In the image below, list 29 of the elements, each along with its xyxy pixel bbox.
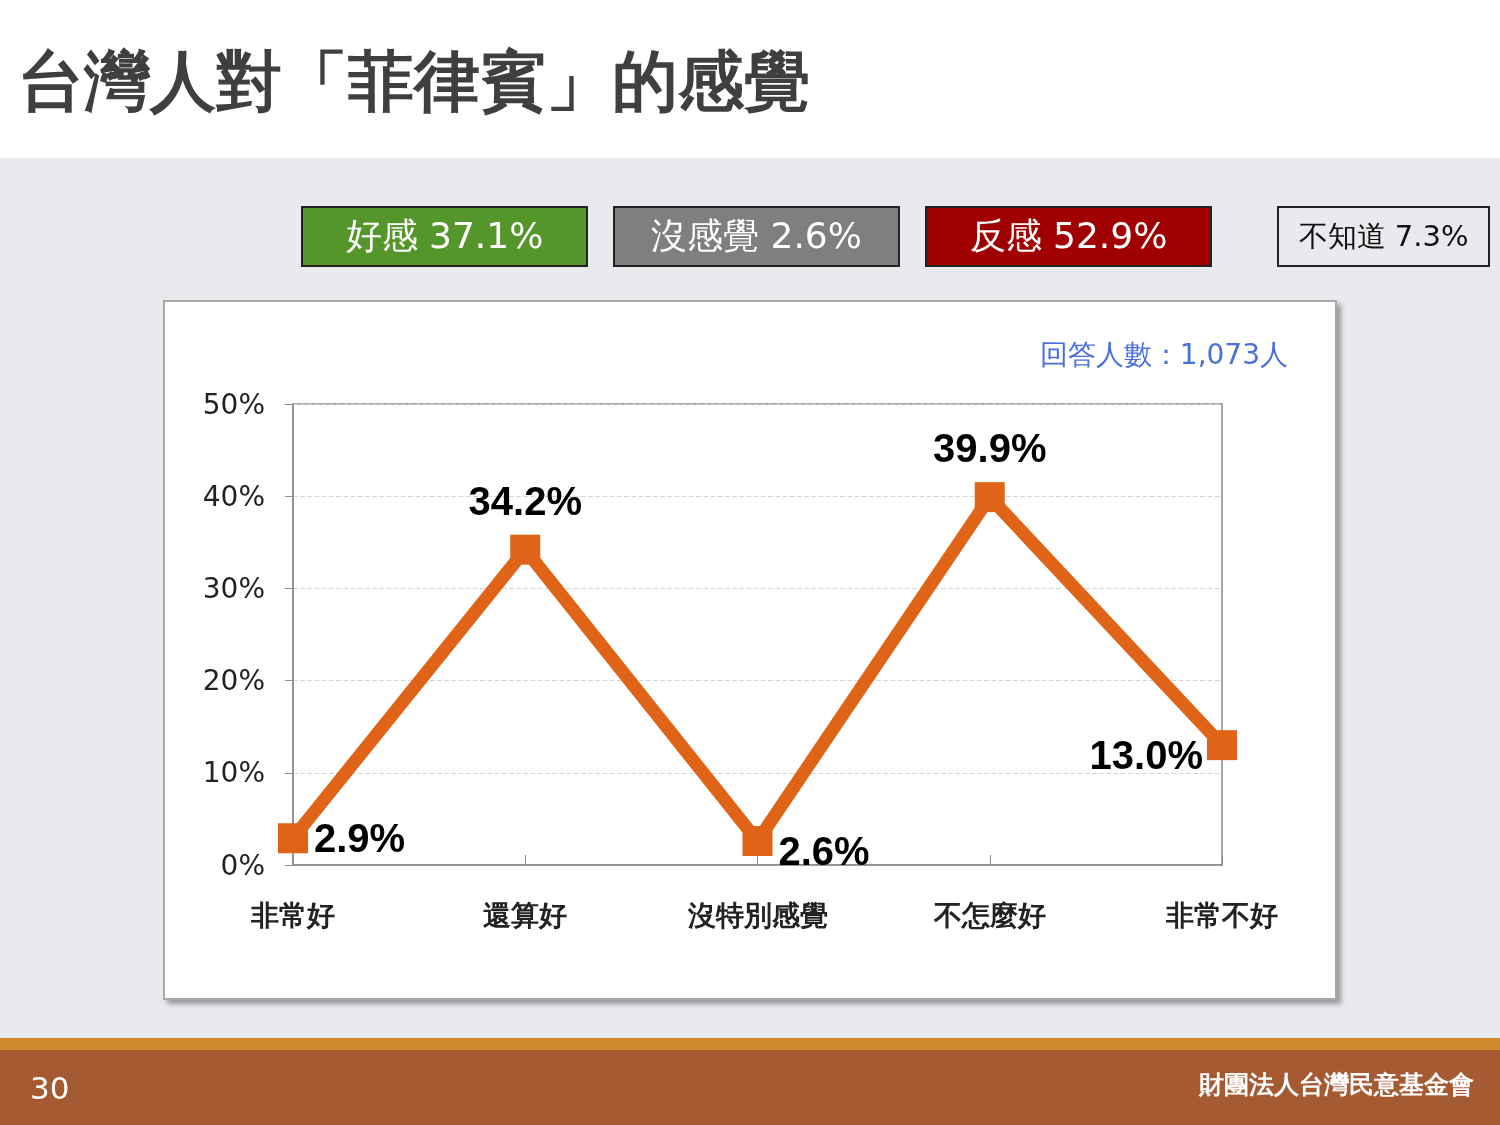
y-tick-label: 50% bbox=[202, 387, 265, 421]
y-tick-label: 0% bbox=[220, 848, 265, 882]
x-tick-label: 非常好 bbox=[250, 898, 335, 932]
point bbox=[1207, 730, 1237, 761]
point bbox=[278, 823, 308, 854]
text: 30 bbox=[30, 1070, 70, 1106]
text: 不知道 7.3% bbox=[1298, 217, 1469, 255]
y-tick-label: 40% bbox=[202, 479, 265, 513]
data-label: 39.9% bbox=[933, 426, 1047, 471]
point bbox=[974, 482, 1005, 513]
data-label: 13.0% bbox=[1089, 733, 1203, 778]
text: 反感 52.9% bbox=[969, 214, 1168, 258]
data-label: 2.9% bbox=[314, 816, 406, 861]
x-tick-label: 沒特別感覺 bbox=[686, 898, 828, 932]
point bbox=[510, 534, 541, 565]
text: 財團法人台灣民意基金會 bbox=[1199, 1068, 1474, 1101]
y-tick-label: 10% bbox=[202, 756, 265, 790]
x-tick-label: 非常不好 bbox=[1165, 898, 1278, 932]
point bbox=[742, 826, 773, 857]
y-tick-label: 30% bbox=[202, 571, 265, 605]
y-tick-label: 20% bbox=[202, 664, 265, 698]
chart-title: 台灣人對「菲律賓」的感覺 bbox=[18, 42, 810, 122]
data-label: 2.6% bbox=[778, 829, 870, 874]
text: 沒感覺 2.6% bbox=[651, 214, 862, 258]
text: 回答人數：1,073人 bbox=[1039, 337, 1288, 373]
text: 好感 37.1% bbox=[345, 214, 544, 258]
data-label: 34.2% bbox=[468, 478, 582, 523]
x-tick-label: 還算好 bbox=[483, 898, 568, 932]
x-tick-label: 不怎麼好 bbox=[932, 898, 1046, 932]
